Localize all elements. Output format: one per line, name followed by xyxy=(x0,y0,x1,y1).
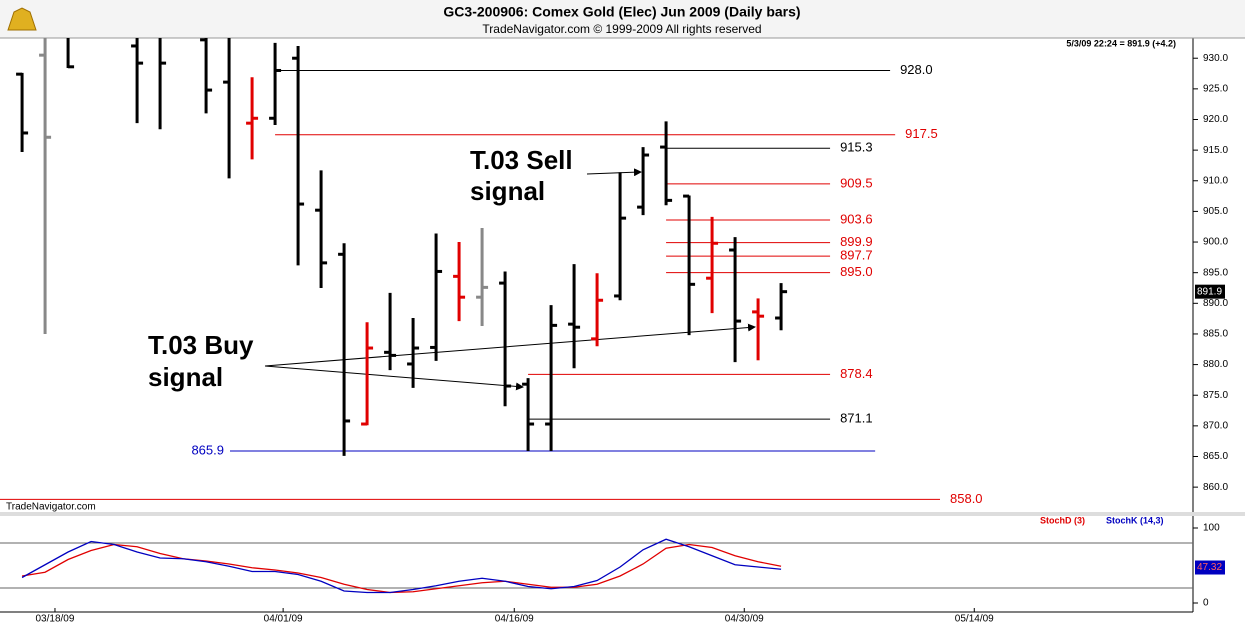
chart-title: GC3-200906: Comex Gold (Elec) Jun 2009 (… xyxy=(443,4,800,20)
sell-arrow xyxy=(586,168,642,177)
y-tick-label: 890.0 xyxy=(1203,298,1228,309)
legend-entry: StochD (3) xyxy=(1040,515,1085,525)
x-tick-label: 03/18/09 xyxy=(36,614,75,625)
level-label: 865.9 xyxy=(191,442,224,457)
legend-entry: StochK (14,3) xyxy=(1106,515,1164,525)
y-tick-label: 920.0 xyxy=(1203,114,1228,125)
last-price-box xyxy=(1195,284,1225,299)
logo xyxy=(7,7,37,31)
y-tick-label: 0 xyxy=(1203,598,1209,609)
x-tick-label: 05/14/09 xyxy=(955,614,994,625)
x-tick-label: 04/30/09 xyxy=(725,614,764,625)
header-band xyxy=(0,0,1245,38)
y-tick-label: 875.0 xyxy=(1203,390,1228,401)
last-price: 891.9 xyxy=(1197,286,1222,297)
y-tick-label: 885.0 xyxy=(1203,329,1228,340)
level-label: 871.1 xyxy=(840,411,873,426)
y-tick-label: 895.0 xyxy=(1203,267,1228,278)
stoch-plot xyxy=(0,538,1193,594)
level-label: 915.3 xyxy=(840,140,873,155)
level-label: 909.5 xyxy=(840,175,873,190)
buy-arrow xyxy=(264,365,524,391)
last-value-box xyxy=(1195,560,1225,575)
level-label: 928.0 xyxy=(900,62,933,77)
y-tick-label: 930.0 xyxy=(1203,53,1228,64)
y-tick-label: 905.0 xyxy=(1203,206,1228,217)
panel-separator xyxy=(0,512,1245,516)
y-tick-label: 900.0 xyxy=(1203,237,1228,248)
y-tick-label: 880.0 xyxy=(1203,359,1228,370)
last-value: 47.32 xyxy=(1197,562,1222,573)
copyright: TradeNavigator.com © 1999-2009 All right… xyxy=(482,22,761,36)
annotation: T.03 Buy xyxy=(148,330,254,360)
level-label: 903.6 xyxy=(840,211,873,226)
y-tick-label: 865.0 xyxy=(1203,451,1228,462)
annotation: signal xyxy=(470,176,545,206)
status-line: 5/3/09 22:24 = 891.9 (+4.2) xyxy=(1066,38,1176,48)
level-label: 895.0 xyxy=(840,264,873,279)
y-tick-label: 100 xyxy=(1203,523,1220,534)
y-tick-label: 910.0 xyxy=(1203,175,1228,186)
level-label: 917.5 xyxy=(905,126,938,141)
level-label: 897.7 xyxy=(840,248,873,263)
level-label: 899.9 xyxy=(840,234,873,249)
buy-arrow xyxy=(264,323,756,367)
watermark: TradeNavigator.com xyxy=(6,502,96,513)
annotation: signal xyxy=(148,362,223,392)
overlay: 860.0 865.0 870.0 875.0 880.0 885.0 890.0 895.0… xyxy=(36,53,1229,625)
y-tick-label: 870.0 xyxy=(1203,421,1228,432)
x-tick-label: 04/01/09 xyxy=(264,614,303,625)
y-tick-label: 860.0 xyxy=(1203,482,1228,493)
y-tick-label: 925.0 xyxy=(1203,83,1228,94)
level-label: 858.0 xyxy=(950,491,983,506)
stoch-line xyxy=(21,538,782,594)
price-plot xyxy=(0,38,941,500)
x-tick-label: 04/16/09 xyxy=(495,614,534,625)
level-label: 878.4 xyxy=(840,366,873,381)
y-tick-label: 915.0 xyxy=(1203,145,1228,156)
stoch-line xyxy=(21,543,782,594)
annotation: T.03 Sell xyxy=(470,145,573,175)
